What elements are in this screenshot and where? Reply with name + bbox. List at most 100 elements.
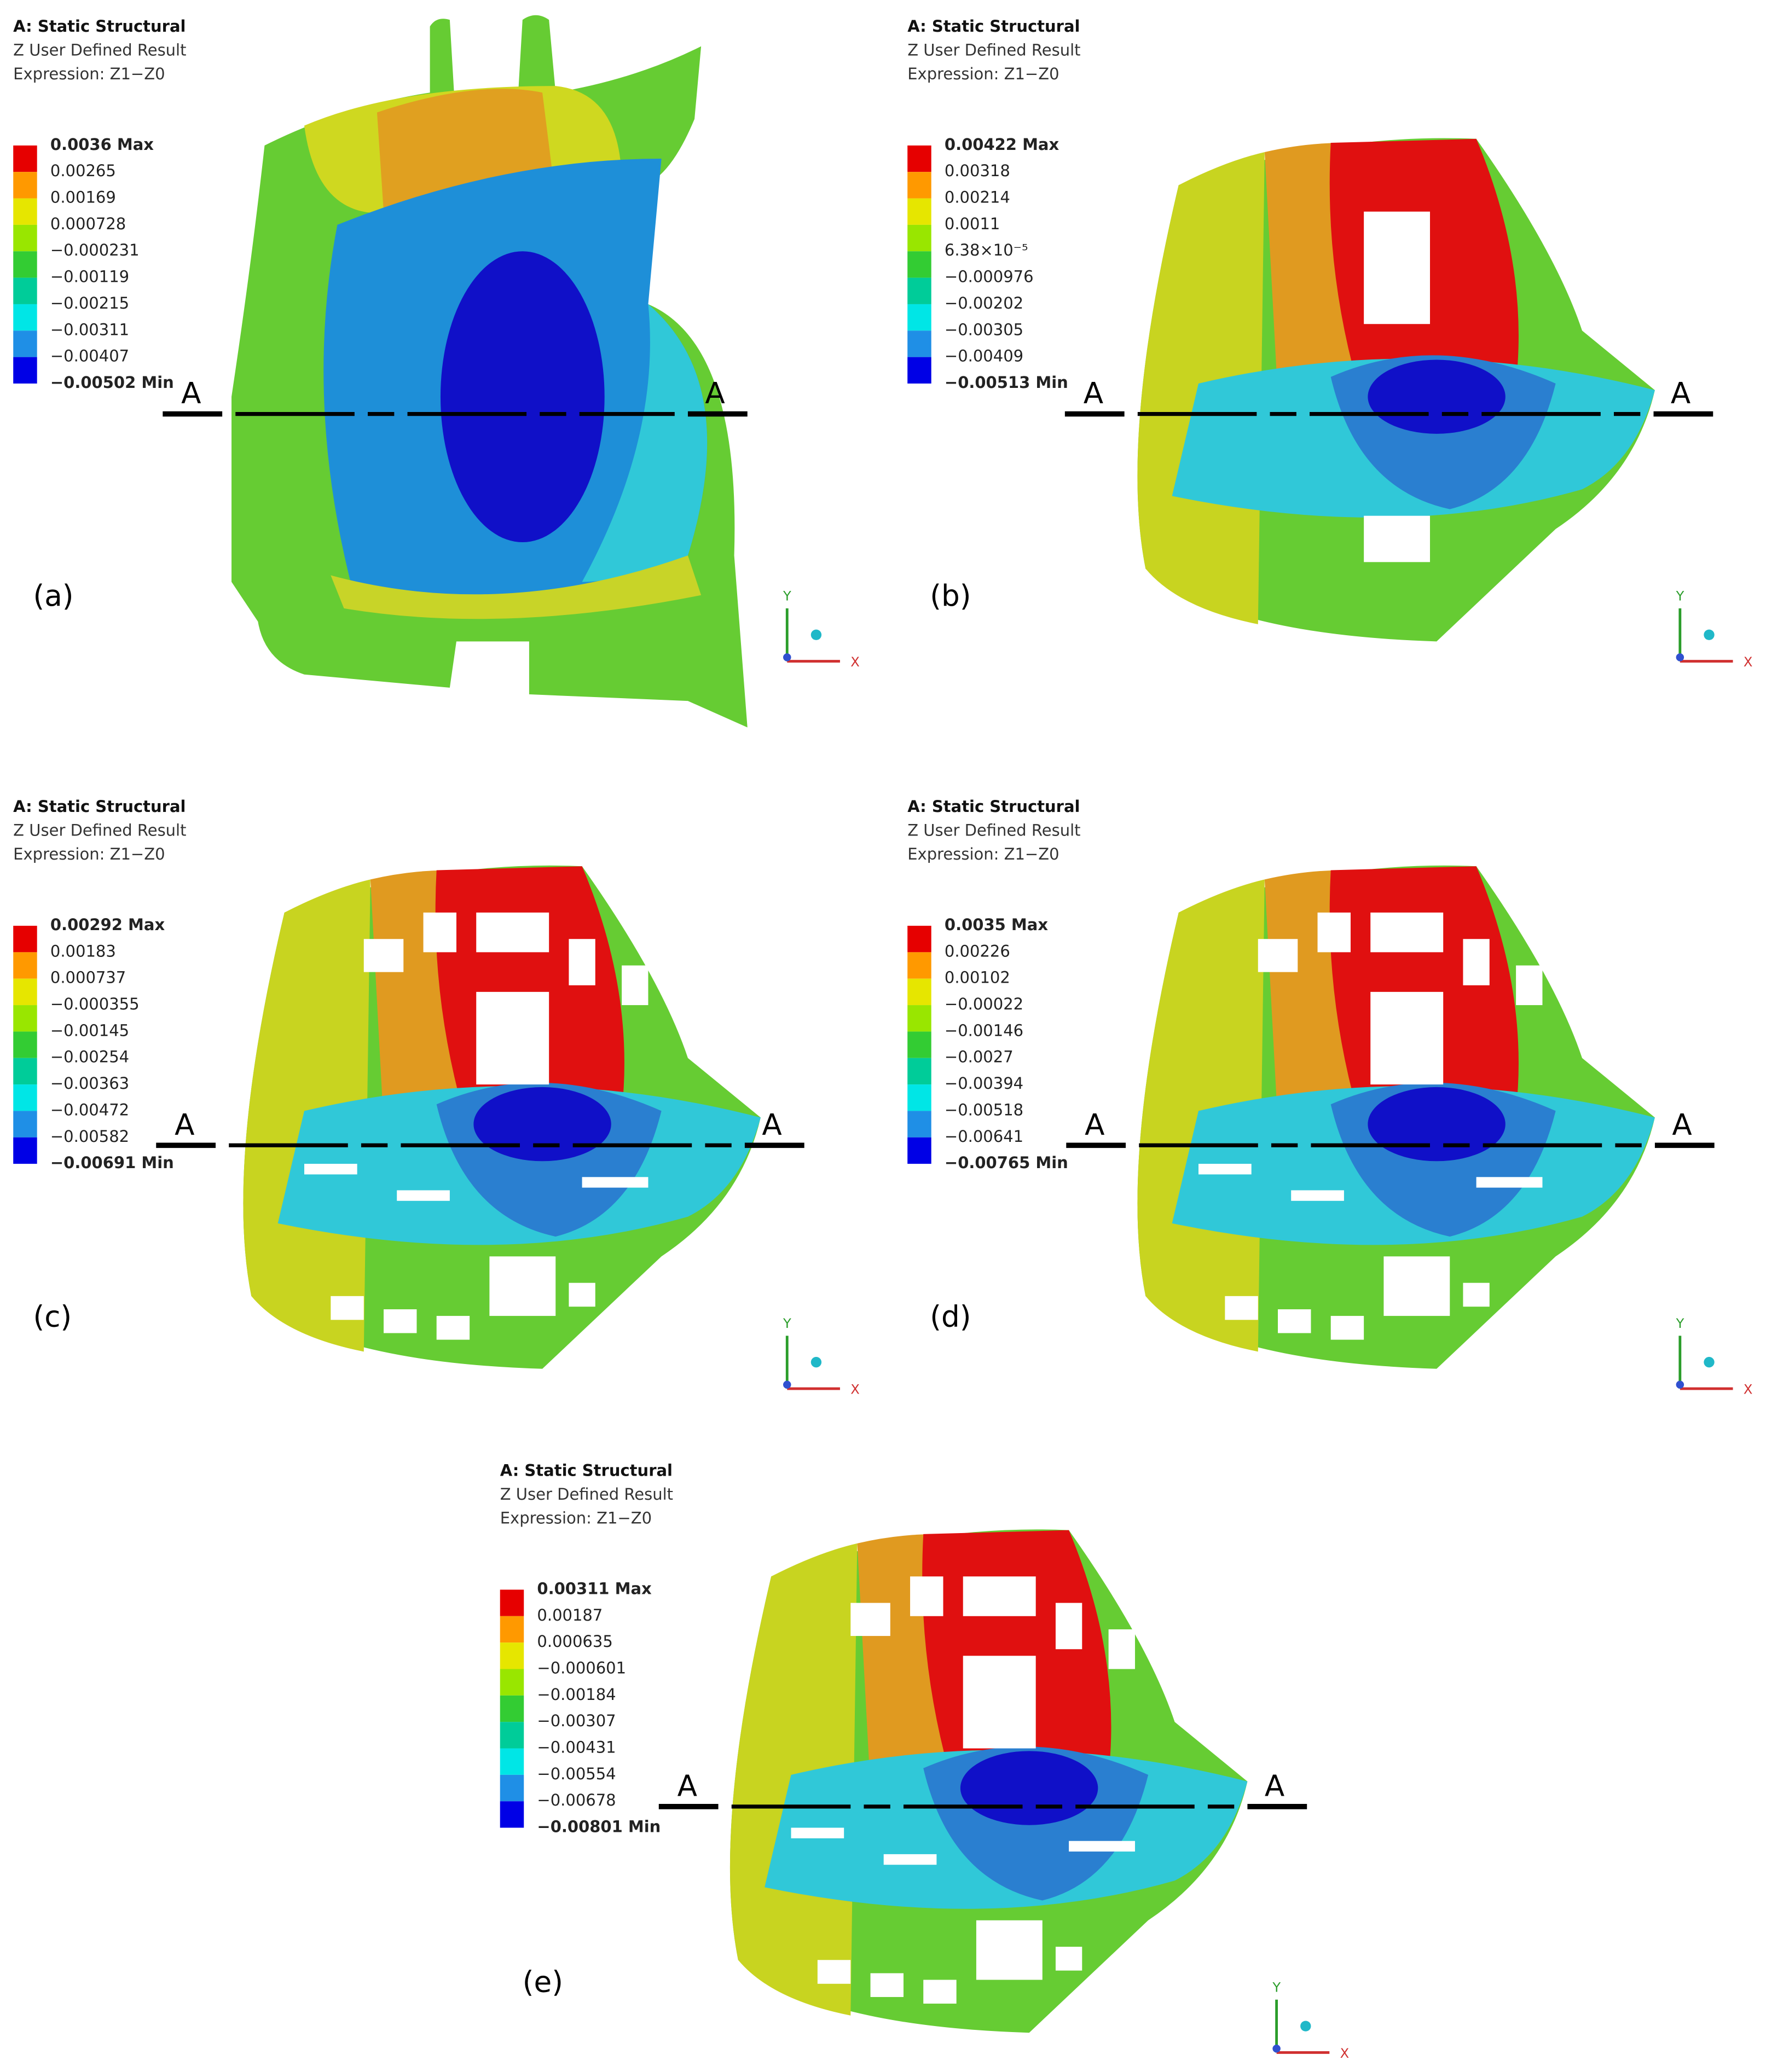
panel-label: (a) [33,579,73,613]
legend-label: 0.00187 [537,1606,603,1624]
cutout [1317,912,1351,953]
cutout [850,1603,890,1636]
section-label: A [1672,1108,1692,1142]
axis-z [783,653,791,661]
legend-label: −0.00518 [945,1100,1023,1119]
section-label: A [678,1769,697,1803]
legend-swatch [907,251,931,278]
legend-swatch [907,1058,931,1085]
cutout [883,1854,937,1865]
view-ball [810,629,822,640]
legend-label: −0.00407 [50,347,129,365]
cutout [1278,1309,1311,1333]
legend-swatch [500,1642,524,1669]
legend-label: −0.00363 [50,1074,129,1093]
legend-label: −0.00678 [537,1791,616,1809]
legend-swatch [13,172,37,199]
legend-label: −0.00513 Min [945,373,1068,392]
axis-label: Y [783,1316,791,1331]
cutout [1383,1256,1450,1316]
legend-swatch [500,1695,524,1722]
cutout [331,1296,364,1320]
cutout [1198,1164,1252,1175]
min-zone [1368,1087,1506,1162]
cutout [304,1164,357,1175]
axis-label: Y [783,588,791,603]
legend-label: −0.00409 [945,347,1023,365]
legend-label: −0.0027 [945,1048,1014,1066]
legend-swatch [13,198,37,225]
result-header: Expression: Z1−Z0 [13,65,165,83]
view-ball [1704,1357,1715,1368]
legend-swatch [13,304,37,331]
legend-swatch [13,251,37,278]
lower-yellow [331,555,702,619]
result-header: Z User Defined Result [13,41,186,60]
legend-swatch [907,277,931,304]
cutout [910,1576,943,1616]
legend-label: 6.38×10⁻⁵ [945,241,1028,259]
cutout [436,1316,470,1340]
cutout [870,1973,904,1997]
cutout [363,939,404,972]
legend-label: 0.0036 Max [50,135,154,154]
legend-swatch [907,1084,931,1111]
cutout [397,1190,450,1201]
section-label: A [1085,1108,1104,1142]
legend-label: −0.00305 [945,320,1023,339]
legend-label: 0.00214 [945,188,1010,207]
axis-z [1676,653,1684,661]
legend-label: −0.00215 [50,294,129,312]
legend-label: −0.00146 [945,1021,1023,1040]
legend-swatch [13,952,37,979]
axis-label: X [1744,654,1753,670]
legend-swatch [13,1058,37,1085]
section-label: A [1084,376,1103,410]
axis-label: Y [1676,1316,1684,1331]
section-label: A [1671,376,1690,410]
cutout [569,939,595,985]
legend-swatch [500,1669,524,1696]
cutout [1463,939,1490,985]
legend-label: −0.00254 [50,1048,129,1066]
panel: A: Static Structural Z User Defined Resul… [13,15,860,728]
legend-label: 0.0035 Max [945,915,1048,934]
cutout [1463,1282,1490,1307]
cutout [476,991,549,1085]
legend-label: −0.00307 [537,1711,616,1730]
result-header: Expression: Z1−Z0 [13,845,165,863]
legend-label: −0.00394 [945,1074,1023,1093]
legend-label: 0.00226 [945,942,1010,960]
cutout [1330,1316,1364,1340]
axis-label: Y [1676,588,1684,603]
legend-swatch [500,1616,524,1643]
axis-label: Y [1272,1980,1281,1995]
legend-swatch [907,978,931,1006]
result-header: Expression: Z1−Z0 [907,65,1059,83]
legend-label: 0.00422 Max [945,135,1059,154]
cutout [1108,1629,1135,1669]
panel: A: Static Structural Z User Defined Resul… [907,17,1752,670]
legend-swatch [907,330,931,357]
panel-label: (e) [523,1965,563,1999]
cutout [622,965,649,1006]
legend-swatch [13,277,37,304]
legend-label: −0.00184 [537,1685,616,1704]
legend-label: −0.00502 Min [50,373,174,392]
panel-label: (c) [33,1299,72,1333]
legend-swatch [13,330,37,357]
cutout [582,1177,649,1188]
cutout [423,912,456,953]
cutout [963,1576,1036,1616]
result-header: A: Static Structural [907,797,1080,816]
legend-swatch [907,145,931,172]
result-header: A: Static Structural [500,1461,673,1480]
cutout [817,1960,851,1984]
min-zone [1368,359,1506,434]
cutout [963,1656,1036,1749]
legend-label: −0.00765 Min [945,1153,1068,1172]
legend-label: 0.0011 [945,214,1000,233]
legend-swatch [907,304,931,331]
section-label: A [705,376,725,410]
